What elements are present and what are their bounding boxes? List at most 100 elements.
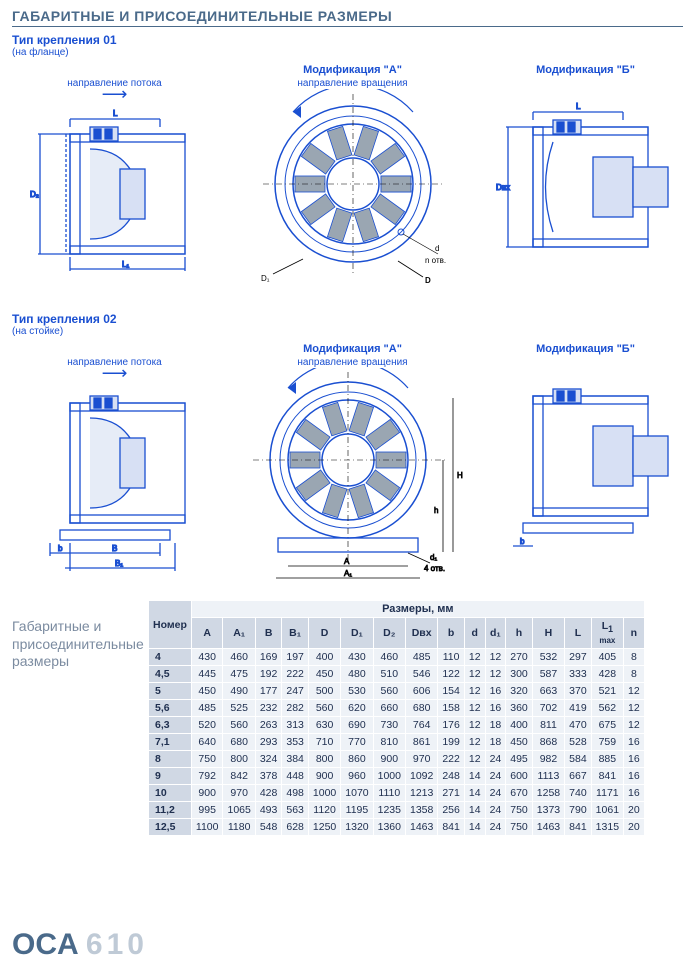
cell: 841 bbox=[565, 819, 592, 836]
mount-01-title: Тип крепления 01 bbox=[12, 33, 683, 47]
table-row: 5450490177247500530560606154121632066337… bbox=[149, 683, 645, 700]
cell: 500 bbox=[308, 683, 340, 700]
row-number: 11,2 bbox=[149, 802, 192, 819]
cell: 1315 bbox=[591, 819, 623, 836]
cell: 900 bbox=[191, 785, 223, 802]
table-row: 6,35205602633136306907307641761218400811… bbox=[149, 717, 645, 734]
cell: 16 bbox=[624, 751, 645, 768]
cell: 12 bbox=[624, 683, 645, 700]
cell: 750 bbox=[506, 802, 533, 819]
cell: 546 bbox=[405, 666, 437, 683]
cell: 300 bbox=[506, 666, 533, 683]
dimensions-table: Номер Размеры, мм AA₁BB₁DD₁D₂Dвхbdd₁hHLL… bbox=[148, 600, 645, 836]
cell: 232 bbox=[255, 700, 282, 717]
cell: 24 bbox=[485, 768, 506, 785]
cell: 256 bbox=[438, 802, 465, 819]
cell: 1373 bbox=[532, 802, 564, 819]
cell: 842 bbox=[223, 768, 255, 785]
cell: 560 bbox=[223, 717, 255, 734]
col-header: L1max bbox=[591, 618, 623, 649]
mount-01-note: (на фланце) bbox=[12, 47, 683, 58]
cell: 177 bbox=[255, 683, 282, 700]
cell: 750 bbox=[506, 819, 533, 836]
cell: 263 bbox=[255, 717, 282, 734]
table-row: 8750800324384800860900970222122449598258… bbox=[149, 751, 645, 768]
cell: 16 bbox=[485, 700, 506, 717]
cell: 868 bbox=[532, 734, 564, 751]
cell: 14 bbox=[464, 819, 485, 836]
cell: 1110 bbox=[373, 785, 405, 802]
svg-text:B: B bbox=[112, 544, 117, 553]
mod-b-label-1: Модификация "Б" bbox=[488, 64, 683, 76]
svg-text:A: A bbox=[344, 557, 350, 566]
cell: 122 bbox=[438, 666, 465, 683]
side-view-a-02: b B B₁ bbox=[20, 378, 210, 578]
col-header: h bbox=[506, 618, 533, 649]
cell: 841 bbox=[591, 768, 623, 785]
svg-text:A₁: A₁ bbox=[344, 569, 352, 578]
side-view-b-01: L Dвх bbox=[493, 92, 678, 272]
cell: 24 bbox=[485, 751, 506, 768]
cell: 800 bbox=[223, 751, 255, 768]
cell: 247 bbox=[282, 683, 309, 700]
cell: 12 bbox=[464, 700, 485, 717]
cell: 18 bbox=[485, 734, 506, 751]
cell: 528 bbox=[565, 734, 592, 751]
cell: 1358 bbox=[405, 802, 437, 819]
col-header: D₁ bbox=[341, 618, 373, 649]
cell: 12 bbox=[624, 700, 645, 717]
table-caption: Размеры, мм bbox=[191, 601, 644, 618]
cell: 770 bbox=[341, 734, 373, 751]
svg-text:4 отв.: 4 отв. bbox=[424, 564, 445, 573]
table-row: 5,64855252322825606206606801581216360702… bbox=[149, 700, 645, 717]
cell: 430 bbox=[341, 649, 373, 666]
svg-text:D₁: D₁ bbox=[261, 274, 270, 283]
brand-logo: OCA 610 bbox=[12, 928, 148, 962]
col-header: d bbox=[464, 618, 485, 649]
cell: 12 bbox=[464, 751, 485, 768]
svg-text:d₁: d₁ bbox=[430, 553, 437, 562]
cell: 324 bbox=[255, 751, 282, 768]
cell: 1120 bbox=[308, 802, 340, 819]
cell: 1061 bbox=[591, 802, 623, 819]
cell: 885 bbox=[591, 751, 623, 768]
cell: 24 bbox=[485, 802, 506, 819]
cell: 1258 bbox=[532, 785, 564, 802]
cell: 176 bbox=[438, 717, 465, 734]
cell: 520 bbox=[191, 717, 223, 734]
cell: 24 bbox=[485, 785, 506, 802]
cell: 378 bbox=[255, 768, 282, 785]
cell: 900 bbox=[308, 768, 340, 785]
cell: 158 bbox=[438, 700, 465, 717]
flow-arrow-icon: ⟶ bbox=[12, 89, 217, 99]
table-row: 12,5110011805486281250132013601463841142… bbox=[149, 819, 645, 836]
cell: 16 bbox=[485, 683, 506, 700]
cell: 199 bbox=[438, 734, 465, 751]
cell: 521 bbox=[591, 683, 623, 700]
cell: 192 bbox=[255, 666, 282, 683]
cell: 510 bbox=[373, 666, 405, 683]
cell: 270 bbox=[506, 649, 533, 666]
cell: 12 bbox=[464, 649, 485, 666]
cell: 293 bbox=[255, 734, 282, 751]
cell: 222 bbox=[438, 751, 465, 768]
cell: 400 bbox=[308, 649, 340, 666]
cell: 12 bbox=[464, 717, 485, 734]
table-row: 9792842378448900960100010922481424600111… bbox=[149, 768, 645, 785]
svg-text:D: D bbox=[425, 276, 431, 285]
cell: 680 bbox=[405, 700, 437, 717]
cell: 810 bbox=[373, 734, 405, 751]
cell: 525 bbox=[223, 700, 255, 717]
cell: 450 bbox=[308, 666, 340, 683]
front-view-02: H h A A₁ d₁ 4 отв. bbox=[238, 368, 468, 583]
cell: 606 bbox=[405, 683, 437, 700]
cell: 667 bbox=[565, 768, 592, 785]
col-header: D₂ bbox=[373, 618, 405, 649]
cell: 405 bbox=[591, 649, 623, 666]
cell: 450 bbox=[506, 734, 533, 751]
svg-text:D₂: D₂ bbox=[30, 190, 39, 199]
cell: 620 bbox=[341, 700, 373, 717]
cell: 860 bbox=[341, 751, 373, 768]
col-num: Номер bbox=[149, 601, 192, 649]
cell: 470 bbox=[565, 717, 592, 734]
